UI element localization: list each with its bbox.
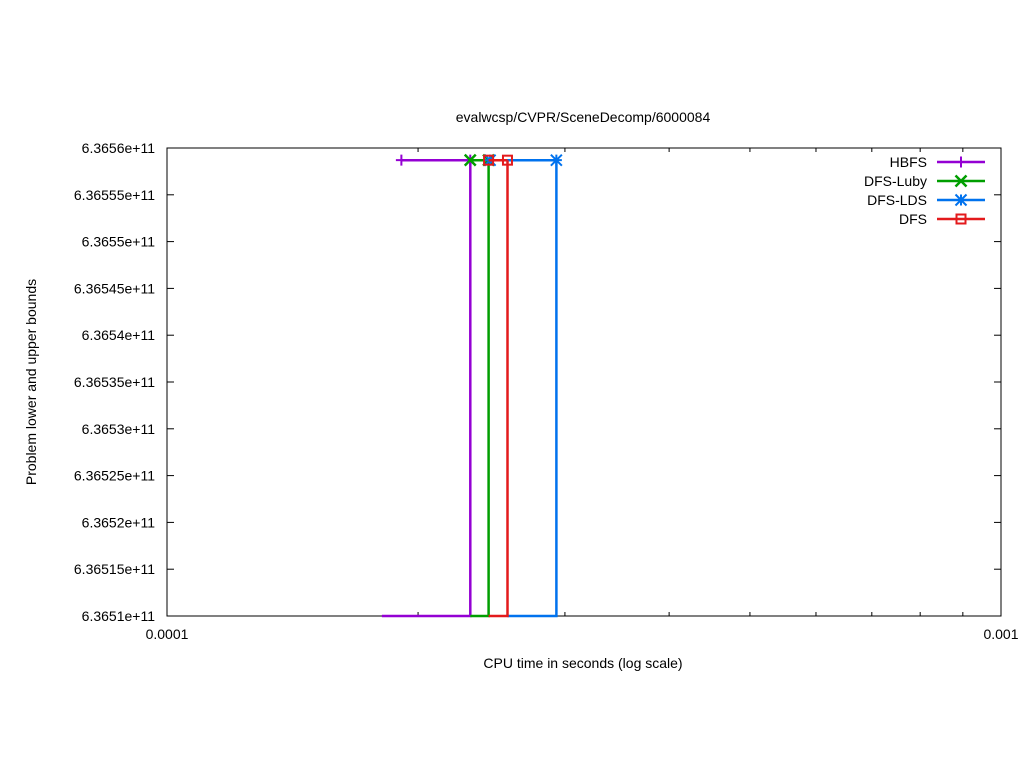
y-tick-label: 6.36535e+11 (74, 374, 155, 390)
axes: 6.3651e+11 6.36515e+11 6.3652e+11 6.36525e+… (74, 140, 1019, 642)
chart-title: evalwcsp/CVPR/SceneDecomp/6000084 (456, 109, 711, 125)
lower-bound-line-dfs (488, 160, 509, 618)
legend-label-dfs-luby: DFS-Luby (864, 173, 927, 189)
y-tick-label: 6.3656e+11 (82, 140, 156, 156)
lower-bound-line-hbfs (381, 160, 472, 618)
data-point-hbfs (395, 154, 407, 166)
series-dfs-lds (483, 153, 563, 618)
legend-marker-dfs-lds (954, 193, 968, 207)
x-tick-label: 0.001 (983, 626, 1018, 642)
y-tick-label: 6.3651e+11 (82, 608, 156, 624)
y-tick-label: 6.36525e+11 (74, 468, 155, 484)
y-tick-label: 6.36545e+11 (74, 280, 155, 296)
data-point-dfs-lds (550, 153, 563, 167)
x-tick-label: 0.0001 (146, 626, 189, 642)
plot-frame (166, 147, 1002, 617)
y-axis-label: Problem lower and upper bounds (23, 279, 39, 485)
legend-item-hbfs: HBFS (890, 154, 985, 170)
legend-marker-dfs (955, 213, 967, 225)
y-tick-label: 6.3653e+11 (82, 421, 156, 437)
plot-lines (381, 153, 563, 618)
y-tick-label: 6.36555e+11 (74, 187, 155, 203)
legend-marker-dfs-luby (954, 174, 968, 188)
legend-label-dfs: DFS (899, 211, 927, 227)
legend-label-dfs-lds: DFS-LDS (867, 192, 927, 208)
data-point-dfs (483, 154, 495, 166)
data-point-dfs-luby (463, 153, 477, 167)
y-tick-label: 6.3655e+11 (82, 234, 156, 250)
legend-label-hbfs: HBFS (890, 154, 927, 170)
lower-bound-line-dfs-luby (470, 160, 490, 618)
x-axis-label: CPU time in seconds (log scale) (483, 655, 682, 671)
lower-bound-line-dfs-lds (507, 160, 558, 618)
legend-marker-hbfs (955, 156, 967, 168)
legend: HBFS DFS-Luby DFS-LDS DFS (864, 154, 985, 227)
series-hbfs (381, 154, 476, 618)
legend-item-dfs-lds: DFS-LDS (867, 192, 985, 208)
legend-item-dfs: DFS (899, 211, 985, 227)
y-tick-label: 6.3654e+11 (82, 327, 156, 343)
data-point-dfs (501, 154, 513, 166)
y-tick-label: 6.3652e+11 (82, 514, 156, 530)
y-tick-label: 6.36515e+11 (74, 561, 155, 577)
series-dfs (483, 154, 513, 618)
legend-item-dfs-luby: DFS-Luby (864, 173, 985, 189)
